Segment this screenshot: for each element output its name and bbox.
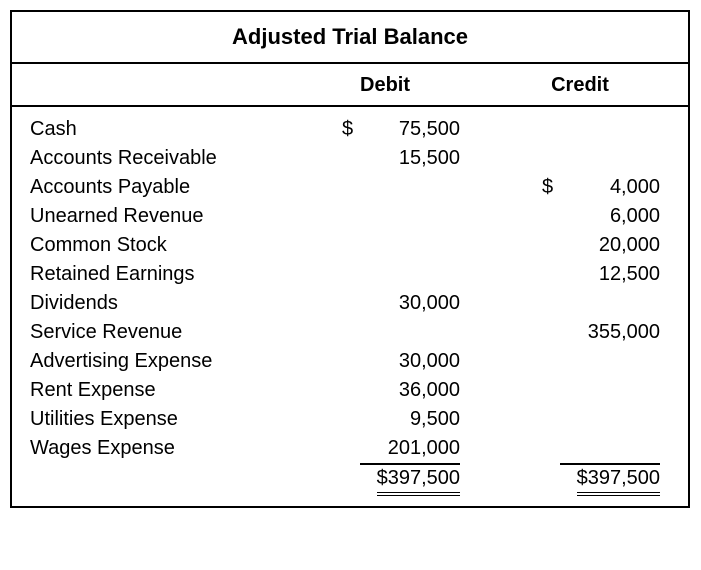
credit-cell <box>500 147 690 170</box>
header-credit: Credit <box>500 74 690 97</box>
debit-cell <box>310 321 500 344</box>
account-name: Cash <box>12 118 310 141</box>
debit-cell <box>310 234 500 257</box>
totals-row: $397,500$397,500 <box>12 463 688 496</box>
debit-cell <box>310 263 500 286</box>
credit-cell <box>500 350 690 373</box>
debit-cell: 36,000 <box>310 379 500 402</box>
debit-cell: 15,500 <box>310 147 500 170</box>
table-row: Unearned Revenue 6,000 <box>12 202 688 231</box>
account-name: Retained Earnings <box>12 263 310 286</box>
account-name: Common Stock <box>12 234 310 257</box>
debit-cell: 30,000 <box>310 292 500 315</box>
table-row: Dividends30,000 <box>12 289 688 318</box>
total-debit: $397,500 <box>310 463 500 496</box>
debit-cell <box>310 176 500 199</box>
debit-cell: 30,000 <box>310 350 500 373</box>
table-row: Accounts Receivable15,500 <box>12 144 688 173</box>
credit-cell <box>500 379 690 402</box>
table-header: Debit Credit <box>12 64 688 107</box>
account-name: Service Revenue <box>12 321 310 344</box>
table-row: Accounts Payable $4,000 <box>12 173 688 202</box>
table-row: Cash$75,500 <box>12 115 688 144</box>
account-name: Accounts Payable <box>12 176 310 199</box>
credit-cell <box>500 292 690 315</box>
account-name: Utilities Expense <box>12 408 310 431</box>
account-name: Wages Expense <box>12 437 310 460</box>
totals-account-spacer <box>12 463 310 496</box>
account-name: Accounts Receivable <box>12 147 310 170</box>
account-name: Dividends <box>12 292 310 315</box>
account-name: Advertising Expense <box>12 350 310 373</box>
credit-cell: 20,000 <box>500 234 690 257</box>
table-row: Advertising Expense30,000 <box>12 347 688 376</box>
total-credit: $397,500 <box>500 463 690 496</box>
table-body: Cash$75,500Accounts Receivable15,500Acco… <box>12 107 688 506</box>
table-row: Utilities Expense9,500 <box>12 405 688 434</box>
debit-cell <box>310 205 500 228</box>
credit-cell <box>500 437 690 460</box>
debit-cell: 201,000 <box>310 437 500 460</box>
account-name: Rent Expense <box>12 379 310 402</box>
debit-cell: $75,500 <box>310 118 500 141</box>
table-row: Retained Earnings 12,500 <box>12 260 688 289</box>
debit-cell: 9,500 <box>310 408 500 431</box>
table-row: Service Revenue 355,000 <box>12 318 688 347</box>
table-title: Adjusted Trial Balance <box>12 12 688 64</box>
credit-cell: 12,500 <box>500 263 690 286</box>
credit-cell: $4,000 <box>500 176 690 199</box>
table-row: Wages Expense201,000 <box>12 434 688 463</box>
credit-cell <box>500 118 690 141</box>
table-row: Rent Expense36,000 <box>12 376 688 405</box>
credit-cell: 6,000 <box>500 205 690 228</box>
credit-cell: 355,000 <box>500 321 690 344</box>
account-name: Unearned Revenue <box>12 205 310 228</box>
header-account-spacer <box>12 74 310 97</box>
trial-balance-table: Adjusted Trial Balance Debit Credit Cash… <box>10 10 690 508</box>
header-debit: Debit <box>310 74 500 97</box>
table-row: Common Stock 20,000 <box>12 231 688 260</box>
credit-cell <box>500 408 690 431</box>
